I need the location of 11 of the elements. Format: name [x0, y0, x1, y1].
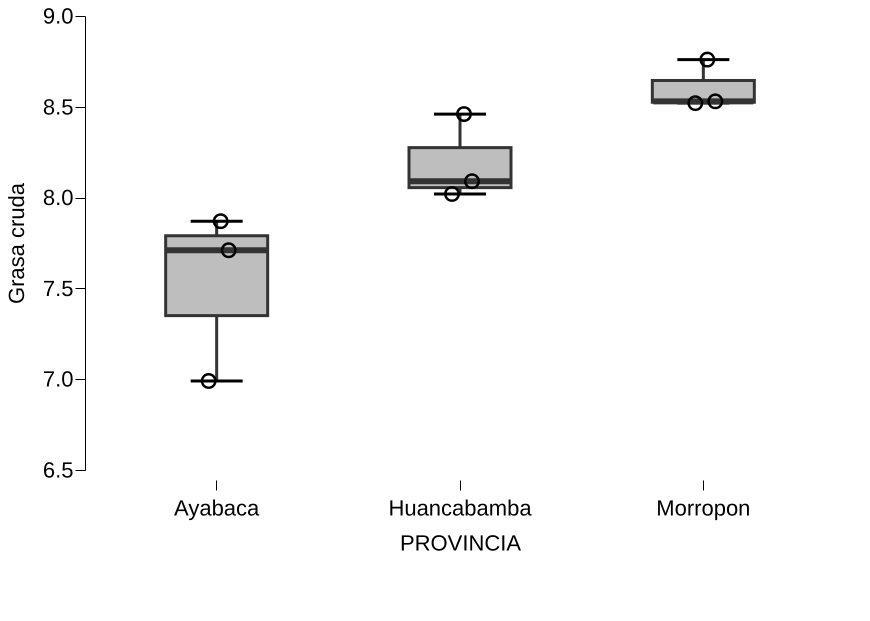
y-tick-label: 8.0 [42, 185, 74, 210]
y-axis-title: Grasa cruda [4, 182, 29, 304]
x-tick-label: Morropon [656, 496, 750, 520]
x-axis-title: PROVINCIA [400, 530, 522, 556]
y-tick-label: 9.0 [42, 4, 74, 28]
y-tick-label: 8.5 [42, 94, 74, 120]
x-tick-label: Huancabamba [388, 496, 532, 520]
y-tick-label: 7.0 [42, 366, 74, 392]
y-tick-label: 6.5 [42, 458, 74, 482]
x-tick-label: Ayabaca [174, 496, 260, 520]
y-tick-label: 7.5 [42, 276, 74, 301]
